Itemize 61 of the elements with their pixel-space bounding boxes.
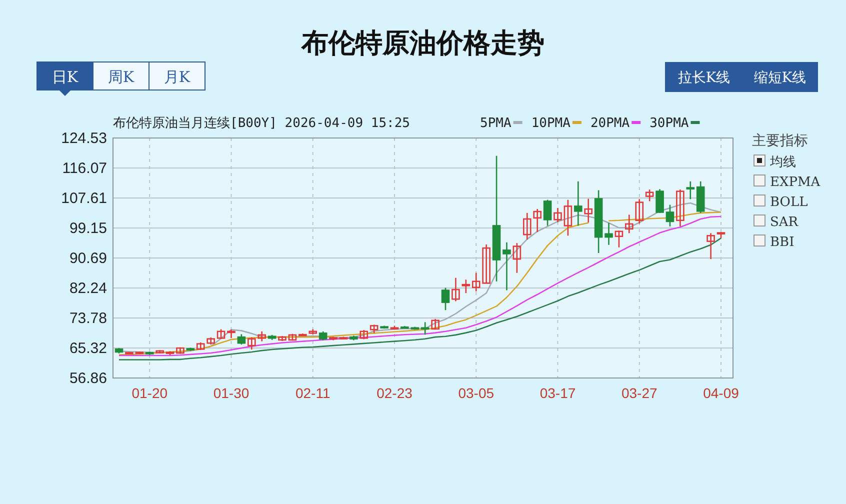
y-tick-label: 65.32 [69,340,107,357]
zoom-button: 缩短K线 [742,62,818,92]
text: SAR [770,215,800,230]
y-tick-label: 82.24 [69,280,107,297]
candlestick [502,242,511,291]
text: BBI [770,235,794,250]
candlestick [676,188,684,228]
y-tick-label: 99.15 [69,220,107,237]
candlestick [584,198,593,224]
x-tick-label: 04-09 [703,384,740,401]
text: 均线 [769,155,796,170]
x-tick-label: 02-23 [376,384,413,401]
candlestick [431,318,440,330]
legend-label: 5PMA [480,116,512,131]
candlestick [533,208,542,233]
candlestick [625,214,634,234]
x-tick-label: 01-30 [213,384,250,401]
y-tick-label: 107.61 [61,190,107,207]
tab-button: 周K [92,62,150,90]
candlestick [360,329,368,340]
y-tick-label: 116.07 [62,160,107,177]
legend-label: 30PMA [650,116,689,131]
candlestick [666,204,674,228]
x-tick-label: 02-11 [295,384,330,401]
candlestick [441,287,450,311]
candlestick [462,278,470,294]
y-tick-label: 73.78 [69,310,107,327]
candlestick [512,242,522,274]
candlestick [564,199,572,236]
y-tick-label: 56.86 [69,370,107,387]
candlestick [554,207,562,223]
candlestick [614,230,624,248]
text: BOLL [770,195,808,210]
candlestick [604,222,613,246]
zoom-button: 拉长K线 [665,62,743,92]
chart-title: 布伦特原油价格走势 [300,28,544,59]
chart-subtitle: 布伦特原油当月连续[B00Y] 2026-04-09 15:25 [113,116,410,131]
candlestick [522,212,532,240]
candlestick [452,277,460,302]
candlestick [706,232,715,260]
x-tick-label: 03-27 [621,384,658,401]
candlestick [543,199,552,226]
line-series [118,237,722,360]
candlestick [216,328,226,340]
x-tick-label: 03-17 [540,384,576,401]
legend-label: 20PMA [590,116,630,131]
legend-label: 10PMA [531,116,571,131]
candlestick [420,322,430,336]
y-tick-label: 124.53 [61,130,107,147]
candlestick [635,198,644,224]
text: EXPMA [770,175,821,190]
tab-button: 月K [148,62,206,90]
candlestick [574,180,582,226]
candlestick [237,334,246,346]
candlestick [645,188,654,202]
x-tick-label: 01-20 [132,384,168,401]
text: 主要指标 [752,133,808,149]
candlestick [656,188,664,214]
y-tick-label: 90.69 [69,250,107,267]
x-tick-label: 03-05 [458,384,494,401]
candlestick [686,180,695,200]
